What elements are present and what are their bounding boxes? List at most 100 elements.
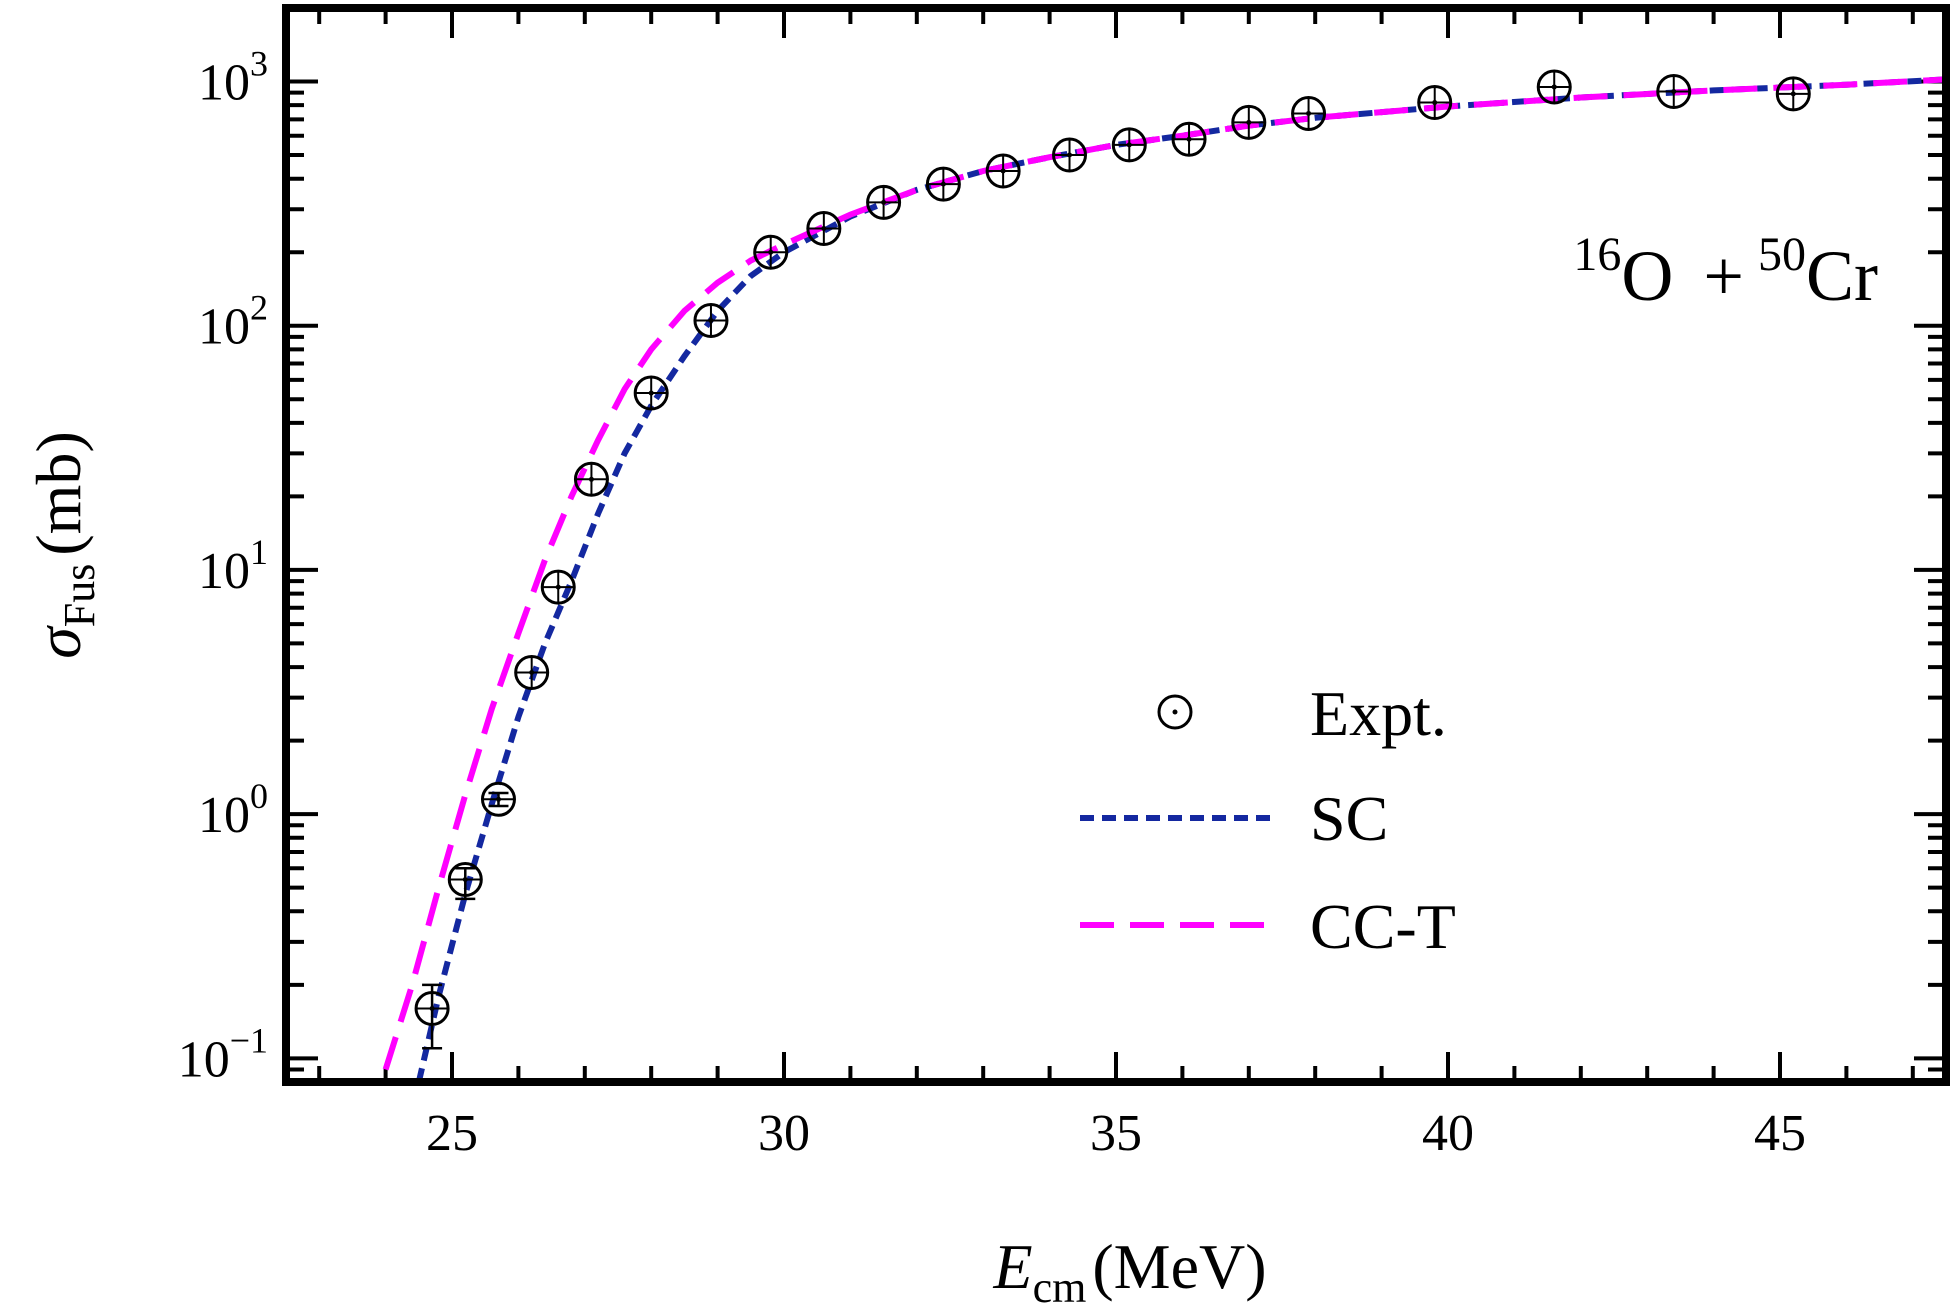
point-dot <box>708 318 714 324</box>
legend-label-sc: SC <box>1310 783 1388 854</box>
expt-point <box>447 861 483 901</box>
point-marker <box>540 569 576 605</box>
point-dot <box>1246 119 1252 125</box>
y-axis-symbol: σ <box>23 625 94 659</box>
legend-label-cct: CC-T <box>1310 891 1456 962</box>
expt-point <box>1291 95 1327 131</box>
point-marker <box>753 234 789 270</box>
point-dot <box>1432 100 1438 106</box>
plus-sign: + <box>1703 236 1744 316</box>
point-marker <box>925 166 961 202</box>
y-tick-label: 102 <box>198 288 268 356</box>
point-marker <box>414 990 450 1026</box>
point-marker <box>693 303 729 339</box>
point-dot <box>821 226 827 232</box>
point-dot <box>555 584 561 590</box>
point-dot <box>1306 110 1312 116</box>
y-tick-label: 101 <box>198 532 268 600</box>
legend-item-sc: SC <box>1080 783 1388 854</box>
x-axis-title: Ecm(MeV) <box>992 1231 1266 1308</box>
point-marker <box>1775 76 1811 112</box>
point-dot <box>588 476 594 482</box>
x-tick-label: 25 <box>426 1105 478 1162</box>
y-axis-unit: (mb) <box>23 431 94 555</box>
point-dot <box>1000 168 1006 174</box>
point-dot <box>940 181 946 187</box>
point-marker <box>447 861 483 897</box>
point-marker <box>1536 69 1572 105</box>
curve-cc-t <box>382 76 1946 1071</box>
expt-point <box>480 781 516 817</box>
expt-point <box>985 153 1021 189</box>
expt-point <box>866 184 902 220</box>
target-mass: 50 <box>1758 228 1806 281</box>
expt-point <box>806 211 842 247</box>
point-marker <box>806 211 842 247</box>
point-dot <box>1671 89 1677 95</box>
point-dot <box>1551 84 1557 90</box>
expt-point <box>514 655 550 691</box>
y-axis-subscript: Fus <box>55 564 104 628</box>
point-dot <box>429 1005 435 1011</box>
x-axis-subscript: cm <box>1033 1263 1087 1308</box>
legend-item-cct: CC-T <box>1080 891 1456 962</box>
expt-point <box>1231 104 1267 140</box>
point-dot <box>1186 136 1192 142</box>
expt-point <box>573 461 609 497</box>
point-marker <box>573 461 609 497</box>
x-tick-label: 35 <box>1090 1105 1142 1162</box>
y-tick-labels: 10−1 100 101 102 103 <box>178 44 268 1089</box>
x-axis-symbol: E <box>992 1231 1032 1302</box>
point-marker <box>514 655 550 691</box>
point-marker <box>1656 74 1692 110</box>
y-tick-label: 100 <box>198 776 268 844</box>
x-tick-label: 30 <box>758 1105 810 1162</box>
point-dot <box>648 390 654 396</box>
point-marker <box>1291 95 1327 131</box>
point-dot <box>1790 91 1796 97</box>
expt-point <box>1536 69 1572 105</box>
y-axis-title: σFus (mb) <box>23 431 104 659</box>
point-marker <box>1417 85 1453 121</box>
expt-point <box>540 569 576 605</box>
point-dot <box>768 249 774 255</box>
point-marker <box>1111 127 1147 163</box>
curve-sc <box>415 76 1946 1082</box>
point-marker <box>1052 137 1088 173</box>
expt-point <box>753 234 789 270</box>
x-axis-unit: (MeV) <box>1092 1231 1266 1302</box>
x-tick-labels: 25 30 35 40 45 <box>426 1105 1806 1162</box>
point-marker <box>866 184 902 220</box>
legend-label-expt: Expt. <box>1310 678 1447 749</box>
point-dot <box>1067 152 1073 158</box>
point-marker <box>1171 121 1207 157</box>
target-element: Cr <box>1806 236 1878 316</box>
projectile-mass: 16 <box>1573 228 1621 281</box>
legend-item-expt: Expt. <box>1157 678 1447 749</box>
expt-point <box>693 303 729 339</box>
point-marker <box>1231 104 1267 140</box>
plot-frame <box>282 4 1950 1086</box>
point-marker <box>985 153 1021 189</box>
legend: Expt. SC CC-T <box>1080 678 1456 962</box>
expt-point <box>1171 121 1207 157</box>
plot-area <box>382 69 1946 1082</box>
expt-point <box>1417 85 1453 121</box>
experimental-points <box>414 69 1811 1050</box>
projectile-element: O <box>1621 236 1673 316</box>
expt-point <box>633 375 669 411</box>
x-tick-label: 40 <box>1422 1105 1474 1162</box>
point-dot <box>1126 142 1132 148</box>
expt-point <box>414 983 450 1050</box>
y-tick-label: 10−1 <box>178 1020 268 1088</box>
legend-marker-expt <box>1157 694 1193 730</box>
point-dot <box>462 876 468 882</box>
legend-marker-dot <box>1172 709 1178 715</box>
axis-ticks <box>286 6 1946 1084</box>
expt-point <box>1052 137 1088 173</box>
y-tick-label: 103 <box>198 44 268 112</box>
point-marker <box>480 781 516 817</box>
reaction-annotation: 16O +50Cr <box>1573 228 1878 316</box>
point-dot <box>495 796 501 802</box>
